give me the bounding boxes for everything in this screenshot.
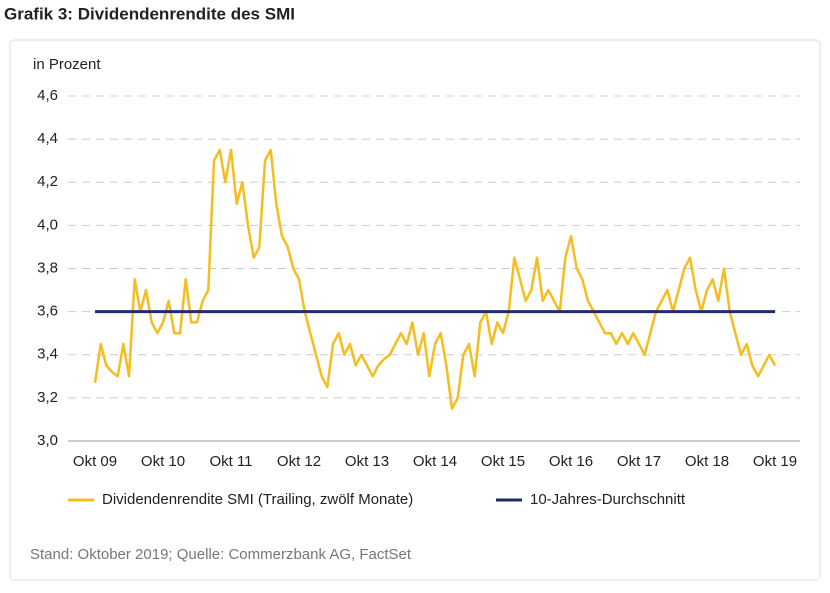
- y-tick-label: 4,0: [37, 216, 58, 233]
- x-tick-label: Okt 09: [73, 453, 117, 470]
- x-tick-label: Okt 11: [209, 453, 252, 470]
- chart-title: Grafik 3: Dividendenrendite des SMI: [4, 4, 295, 23]
- x-tick-label: Okt 13: [345, 453, 389, 470]
- x-tick-label: Okt 10: [141, 453, 185, 470]
- x-tick-label: Okt 14: [413, 453, 457, 470]
- line-series: [93, 148, 777, 410]
- y-tick-label: 4,6: [37, 87, 58, 104]
- x-tick-label: Okt 18: [685, 453, 729, 470]
- chart-frame: [9, 39, 821, 581]
- legend-label: Dividendenrendite SMI (Trailing, zwölf M…: [102, 491, 413, 508]
- y-tick-label: 3,2: [37, 389, 58, 406]
- x-tick-label: Okt 17: [617, 453, 661, 470]
- y-tick-label: 4,2: [37, 173, 58, 190]
- y-axis-label: in Prozent: [33, 56, 101, 73]
- y-tick-label: 3,6: [37, 303, 58, 320]
- legend-label: 10-Jahres-Durchschnitt: [530, 491, 686, 508]
- x-tick-label: Okt 12: [277, 453, 321, 470]
- y-tick-label: 3,8: [37, 259, 58, 276]
- y-tick-label: 3,4: [37, 346, 58, 363]
- x-tick-label: Okt 19: [753, 453, 797, 470]
- x-tick-label: Okt 16: [549, 453, 593, 470]
- x-tick-label: Okt 15: [481, 453, 525, 470]
- source-note: Stand: Oktober 2019; Quelle: Commerzbank…: [30, 546, 412, 563]
- y-tick-label: 4,4: [37, 130, 58, 147]
- y-tick-label: 3,0: [37, 432, 58, 449]
